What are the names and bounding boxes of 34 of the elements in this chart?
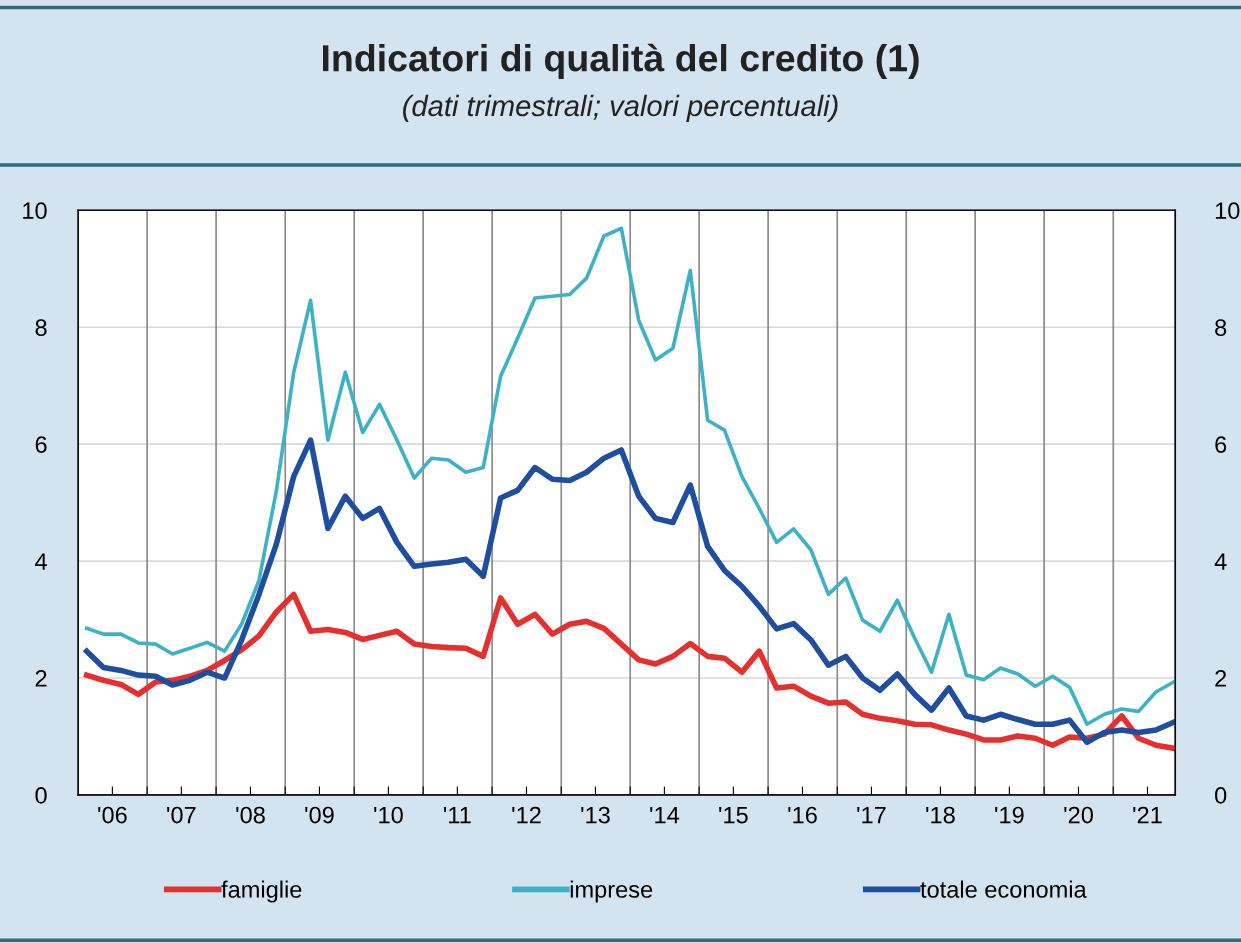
line-series <box>84 226 1176 727</box>
y2-tick-label: 8 <box>1215 319 1227 337</box>
x-tick-label: '10 <box>374 806 403 824</box>
y2-tick-label: 6 <box>1215 436 1227 453</box>
x-tick-label: '14 <box>650 806 680 824</box>
y-tick-label: 6 <box>35 436 47 453</box>
y2-tick-label: 2 <box>1215 670 1227 687</box>
legend-label: totale economia <box>920 880 1087 898</box>
y-tick-label: 10 <box>23 202 47 220</box>
x-tick-label: '15 <box>719 806 748 824</box>
y2-tick-label: 10 <box>1215 202 1240 220</box>
x-tick-label: '19 <box>995 806 1024 824</box>
x-tick-label: '18 <box>926 806 955 824</box>
legend-label: famiglie <box>221 880 302 903</box>
x-tick-label: '13 <box>581 806 610 824</box>
chart-title: Indicatori di qualità del credito (1) <box>323 43 919 79</box>
x-tick-label: '20 <box>1064 806 1093 824</box>
x-tick-label: '11 <box>444 806 471 824</box>
x-tick-label: '12 <box>512 806 541 824</box>
x-tick-label: '09 <box>305 806 334 824</box>
y-tick-label: 4 <box>35 553 47 570</box>
legend-label: imprese <box>570 880 653 903</box>
x-tick-label: '08 <box>236 806 265 824</box>
y2-tick-label: 4 <box>1214 553 1227 570</box>
y-tick-label: 2 <box>35 670 47 687</box>
x-tick-label: '16 <box>788 806 817 824</box>
x-tick-label: '07 <box>167 806 196 824</box>
y-tick-label: 0 <box>35 787 47 804</box>
chart-subtitle: (dati trimestrali; valori percentuali) <box>403 94 838 123</box>
x-tick-label: '17 <box>857 806 886 824</box>
y2-tick-label: 0 <box>1215 787 1227 804</box>
y-tick-label: 8 <box>35 319 47 337</box>
x-tick-label: '21 <box>1133 806 1162 824</box>
x-tick-label: '06 <box>98 806 127 824</box>
